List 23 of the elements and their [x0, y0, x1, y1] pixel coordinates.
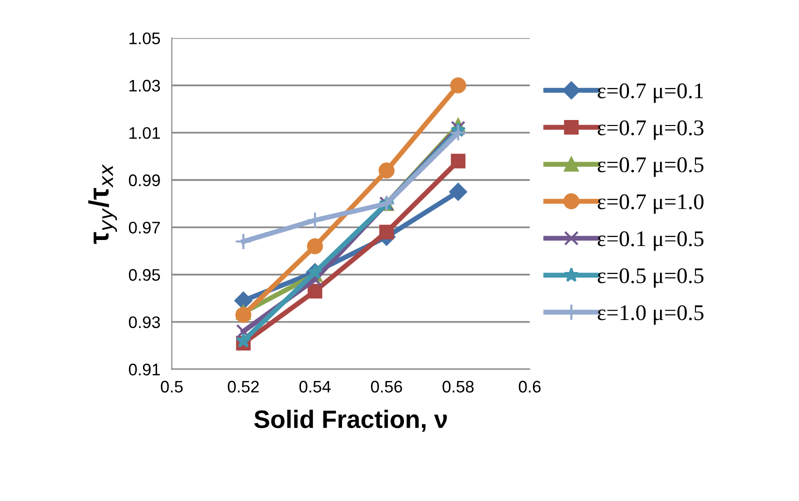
legend-label: ε=1.0 μ=0.5 — [598, 305, 704, 325]
legend-label: ε=0.7 μ=1.0 — [598, 194, 704, 214]
x-axis-title: Solid Fraction, ν — [254, 410, 447, 432]
y-tick-label: 1.03 — [130, 80, 160, 92]
y-tick-label: 1.01 — [130, 127, 160, 139]
y-tick-label: 1.05 — [130, 32, 160, 44]
legend-label: ε=0.7 μ=0.5 — [598, 157, 704, 177]
legend-label: ε=0.1 μ=0.5 — [598, 231, 704, 251]
legend-label: ε=0.7 μ=0.1 — [598, 83, 703, 103]
x-tick-label: 0.6 — [518, 380, 541, 393]
legend-label: ε=0.5 μ=0.5 — [598, 268, 704, 288]
y-tick-label: 0.91 — [128, 364, 160, 376]
y-axis-title: τ$_{yy}$/τ$_{xx}$ — [88, 164, 117, 244]
x-tick-label: 0.58 — [442, 380, 474, 393]
y-tick-label: 0.95 — [128, 269, 160, 281]
x-tick-label: 0.56 — [370, 380, 402, 393]
x-tick-label: 0.5 — [160, 380, 183, 393]
y-tick-label: 0.93 — [128, 316, 160, 328]
x-tick-label: 0.52 — [228, 380, 259, 393]
legend-label: ε=0.7 μ=0.3 — [598, 120, 704, 140]
y-tick-label: 0.97 — [128, 222, 160, 234]
x-tick-label: 0.54 — [299, 380, 331, 393]
y-tick-label: 0.99 — [128, 174, 160, 186]
